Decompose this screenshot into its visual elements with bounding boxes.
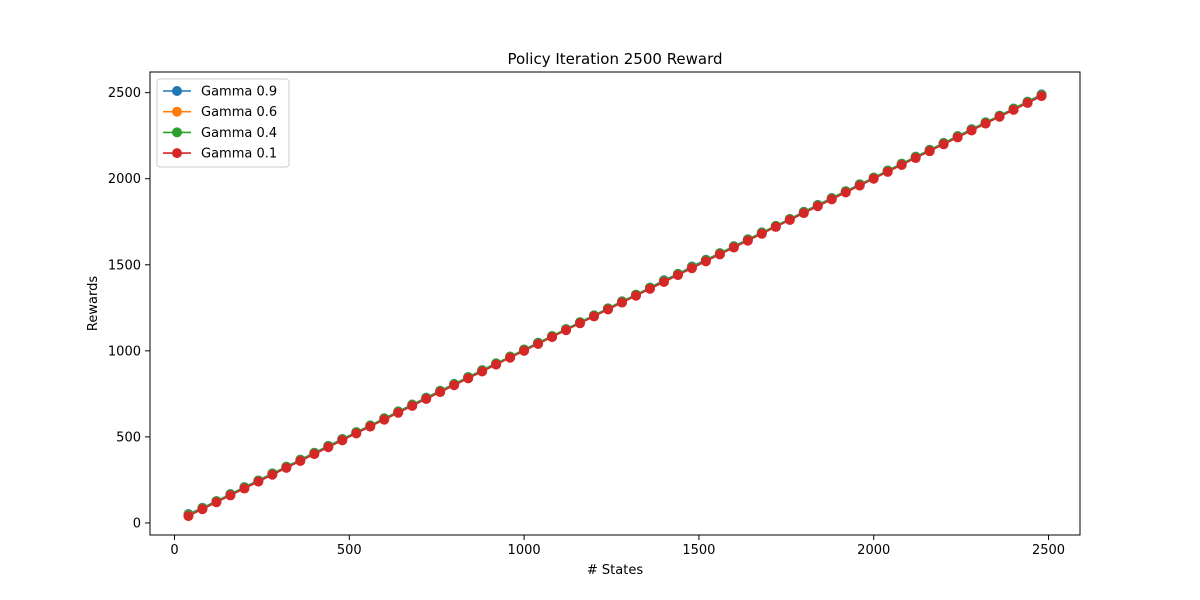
data-point	[672, 270, 683, 281]
data-point	[421, 394, 432, 405]
legend-item: Gamma 0.4	[163, 126, 277, 141]
x-tick-label: 0	[170, 543, 178, 558]
data-point	[658, 276, 669, 287]
x-tick-label: 500	[337, 543, 362, 558]
legend-marker	[172, 86, 182, 96]
data-point	[742, 235, 753, 246]
data-point	[700, 256, 711, 267]
data-point	[966, 125, 977, 136]
data-point	[938, 139, 949, 150]
data-point	[1022, 97, 1033, 108]
data-point	[686, 263, 697, 274]
data-point	[491, 359, 502, 370]
data-point	[952, 132, 963, 143]
data-point	[505, 352, 516, 363]
data-point	[854, 180, 865, 191]
legend-marker	[172, 106, 182, 117]
plot-area	[183, 89, 1047, 522]
data-point	[1008, 104, 1019, 115]
data-point	[533, 338, 544, 349]
legend-label: Gamma 0.9	[201, 85, 277, 100]
legend-label: Gamma 0.6	[201, 105, 277, 120]
data-point	[1036, 91, 1047, 102]
y-tick-label: 2500	[108, 86, 141, 101]
data-point	[756, 228, 767, 239]
y-axis: 0 500 1000 1500 2000 2500	[108, 86, 150, 531]
axes-frame	[149, 71, 1081, 536]
x-tick-label: 1500	[682, 543, 715, 558]
data-point	[281, 462, 292, 473]
legend: Gamma 0.9 Gamma 0.6 Gamma 0.4 Gamma 0.1	[156, 78, 290, 168]
data-point	[323, 442, 334, 453]
data-point	[519, 345, 530, 356]
data-point	[616, 297, 627, 308]
data-point	[784, 215, 795, 226]
data-point	[365, 421, 376, 432]
data-point	[351, 428, 362, 439]
data-point	[253, 476, 264, 487]
legend-box	[156, 78, 290, 168]
legend-marker	[172, 148, 182, 159]
data-point	[589, 311, 600, 322]
data-point	[211, 497, 222, 508]
data-point	[826, 194, 837, 205]
data-point	[924, 146, 935, 157]
legend-label: Gamma 0.4	[201, 126, 277, 141]
x-tick-label: 2000	[857, 543, 890, 558]
x-axis-label: # States	[587, 563, 643, 578]
data-point	[435, 387, 446, 398]
legend-item: Gamma 0.6	[163, 105, 277, 120]
data-point	[379, 414, 390, 425]
y-tick-label: 1500	[108, 258, 141, 273]
data-point	[630, 290, 641, 301]
data-point	[239, 483, 250, 494]
data-point	[644, 283, 655, 294]
legend-item: Gamma 0.9	[163, 85, 277, 100]
data-point	[337, 435, 348, 446]
data-point	[463, 373, 474, 384]
data-point	[994, 111, 1005, 122]
data-point	[547, 332, 558, 343]
data-point	[393, 407, 404, 418]
y-tick-label: 500	[116, 430, 141, 445]
legend-item: Gamma 0.1	[163, 147, 277, 162]
y-tick-label: 2000	[108, 172, 141, 187]
data-point	[407, 400, 418, 411]
data-point	[882, 166, 893, 177]
y-axis-label: Rewards	[86, 276, 101, 331]
legend-marker	[172, 127, 182, 138]
x-tick-label: 1000	[508, 543, 541, 558]
data-point	[728, 242, 739, 253]
chart-title: Policy Iteration 2500 Reward	[507, 50, 722, 68]
data-point	[295, 455, 306, 466]
x-tick-label: 2500	[1032, 543, 1065, 558]
data-point	[575, 318, 586, 329]
data-point	[449, 380, 460, 391]
data-point	[714, 249, 725, 260]
data-point	[561, 325, 572, 336]
data-point	[868, 173, 879, 184]
data-point	[603, 304, 614, 315]
data-point	[896, 159, 907, 170]
series-gamma-0-1	[183, 91, 1047, 522]
y-tick-label: 1000	[108, 344, 141, 359]
legend-label: Gamma 0.1	[201, 147, 277, 162]
data-point	[910, 153, 921, 164]
data-point	[477, 366, 488, 377]
data-point	[812, 201, 823, 212]
data-point	[980, 118, 991, 129]
data-point	[309, 449, 320, 460]
data-point	[197, 504, 208, 515]
data-point	[225, 490, 236, 501]
data-point	[798, 208, 809, 219]
data-point	[770, 221, 781, 232]
x-axis: 0 500 1000 1500 2000 2500	[170, 535, 1065, 558]
data-point	[183, 511, 194, 522]
data-point	[267, 469, 278, 480]
data-point	[840, 187, 851, 198]
y-tick-label: 0	[133, 516, 141, 531]
